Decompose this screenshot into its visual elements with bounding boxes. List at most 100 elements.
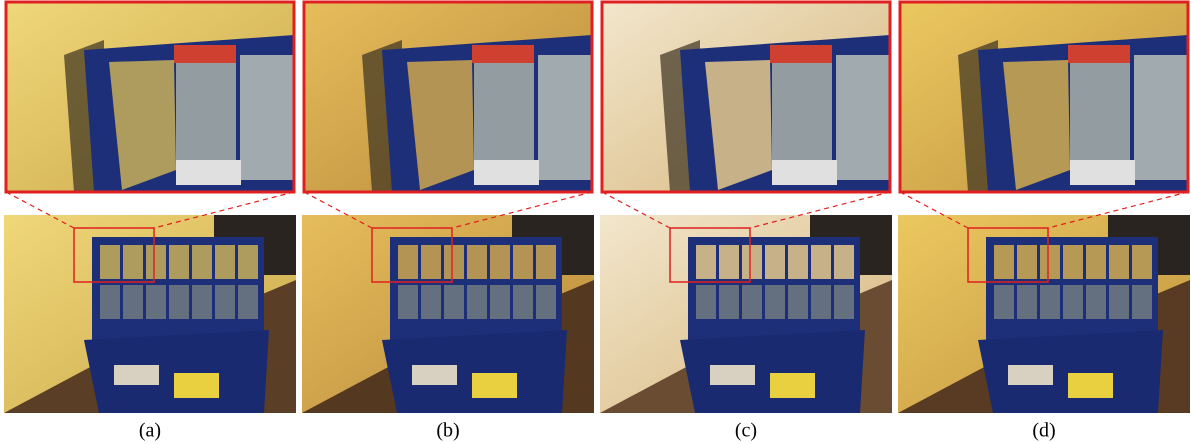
connector <box>153 191 295 229</box>
rack-pocket <box>1040 285 1060 319</box>
caption: (c) <box>735 420 757 442</box>
rack-pocket <box>1109 285 1129 319</box>
zoom-region <box>669 227 751 283</box>
rack-pocket <box>215 245 235 279</box>
rack-pocket <box>1086 285 1106 319</box>
zoom-pocket <box>474 58 534 163</box>
rack-base <box>84 330 269 413</box>
zoom-pocket <box>1003 60 1070 190</box>
zoom-frame <box>600 0 892 194</box>
rack-base <box>680 330 865 413</box>
zoom-card <box>1070 160 1135 185</box>
rack-pocket <box>238 285 258 319</box>
rack-pocket <box>1132 285 1152 319</box>
magazine <box>412 365 457 385</box>
rack-pocket <box>490 285 510 319</box>
magazine <box>472 373 517 398</box>
rack-pocket <box>696 245 716 279</box>
zoom-label <box>472 45 534 63</box>
rack-pocket <box>742 285 762 319</box>
panel: (b) <box>302 0 594 442</box>
zoom-frame <box>302 0 594 194</box>
panel: (c) <box>600 0 892 442</box>
zoom-label <box>1068 45 1130 63</box>
zoom-pocket <box>240 55 294 180</box>
rack-pocket <box>123 285 143 319</box>
zoom-frame <box>898 0 1190 194</box>
caption: (d) <box>1032 420 1055 442</box>
zoom-label <box>174 45 236 63</box>
rack-pocket <box>788 245 808 279</box>
rack-pocket <box>834 245 854 279</box>
connector <box>899 191 969 229</box>
panel: (d) <box>898 0 1190 442</box>
rack-pocket <box>146 285 166 319</box>
rack-pocket <box>834 285 854 319</box>
rack-pocket <box>536 245 556 279</box>
rack-base <box>382 330 567 413</box>
connector <box>601 191 671 229</box>
rack-pocket <box>994 285 1014 319</box>
zoom-card <box>772 160 837 185</box>
rack-pocket <box>719 285 739 319</box>
rack-pocket <box>513 245 533 279</box>
zoom-card <box>176 160 241 185</box>
rack-pocket <box>719 245 739 279</box>
caption: (a) <box>139 420 161 442</box>
magazine <box>114 365 159 385</box>
rack-pocket <box>513 285 533 319</box>
rack-pocket <box>490 245 510 279</box>
rack-pocket <box>696 285 716 319</box>
rack-pocket <box>123 245 143 279</box>
rack-pocket <box>192 245 212 279</box>
rack-pocket <box>398 245 418 279</box>
rack-pocket <box>765 285 785 319</box>
zoom-pocket <box>538 55 592 180</box>
magazine <box>1068 373 1113 398</box>
rack-pocket <box>1040 245 1060 279</box>
rack-pocket <box>467 285 487 319</box>
rack-pocket <box>169 245 189 279</box>
rack-pocket <box>1017 245 1037 279</box>
rack-pocket <box>1132 245 1152 279</box>
zoom-pocket <box>109 60 176 190</box>
rack-pocket <box>100 285 120 319</box>
rack-pocket <box>742 245 762 279</box>
zoom-pocket <box>836 55 890 180</box>
zoom-card <box>474 160 539 185</box>
connector <box>1047 191 1189 229</box>
rack-pocket <box>994 245 1014 279</box>
rack-pocket <box>1017 285 1037 319</box>
rack-pocket <box>811 245 831 279</box>
rack-pocket <box>1063 285 1083 319</box>
rack-pocket <box>169 285 189 319</box>
rack-pocket <box>765 245 785 279</box>
rack-pocket <box>536 285 556 319</box>
connector <box>5 191 75 229</box>
zoom-frame <box>4 0 296 194</box>
rack-pocket <box>100 245 120 279</box>
zoom-pocket <box>1134 55 1188 180</box>
zoom-region <box>73 227 155 283</box>
caption: (b) <box>436 420 459 442</box>
rack-pocket <box>811 285 831 319</box>
rack-pocket <box>398 285 418 319</box>
connector <box>451 191 593 229</box>
rack-pocket <box>238 245 258 279</box>
magazine <box>174 373 219 398</box>
zoom-region <box>371 227 453 283</box>
magazine <box>1008 365 1053 385</box>
rack-pocket <box>1086 245 1106 279</box>
zoom-region <box>967 227 1049 283</box>
zoom-pocket <box>705 60 772 190</box>
zoom-pocket <box>407 60 474 190</box>
magazine <box>710 365 755 385</box>
zoom-pocket <box>772 58 832 163</box>
magazine <box>770 373 815 398</box>
zoom-pocket <box>1070 58 1130 163</box>
rack-pocket <box>1109 245 1129 279</box>
rack-pocket <box>146 245 166 279</box>
rack-pocket <box>788 285 808 319</box>
rack-pocket <box>192 285 212 319</box>
